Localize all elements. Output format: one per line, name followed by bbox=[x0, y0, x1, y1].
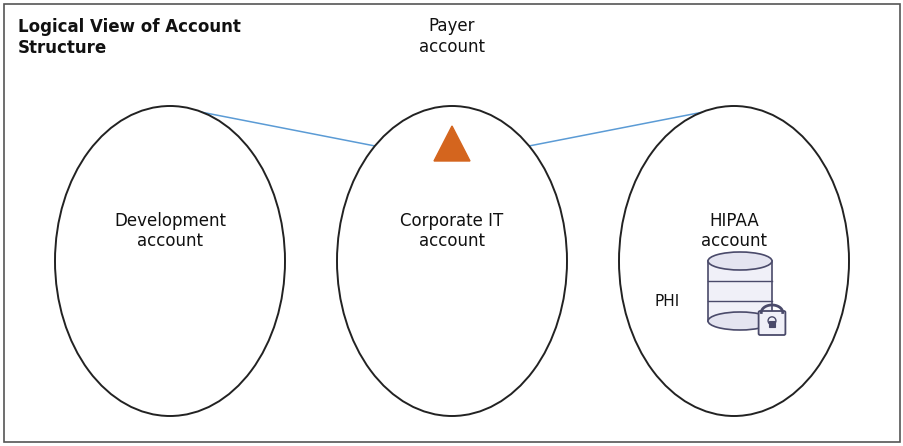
Text: HIPAA
account: HIPAA account bbox=[700, 211, 766, 250]
Text: Corporate IT
account: Corporate IT account bbox=[400, 211, 503, 250]
Ellipse shape bbox=[707, 312, 771, 330]
Ellipse shape bbox=[55, 106, 284, 416]
Ellipse shape bbox=[707, 252, 771, 270]
FancyBboxPatch shape bbox=[758, 311, 785, 335]
Polygon shape bbox=[707, 261, 771, 321]
Ellipse shape bbox=[337, 106, 566, 416]
Text: Payer
account: Payer account bbox=[418, 17, 485, 56]
Text: PHI: PHI bbox=[654, 293, 679, 309]
Ellipse shape bbox=[619, 106, 848, 416]
Ellipse shape bbox=[768, 317, 775, 325]
Polygon shape bbox=[433, 126, 470, 161]
Polygon shape bbox=[768, 321, 774, 327]
Text: Development
account: Development account bbox=[114, 211, 226, 250]
Text: Logical View of Account
Structure: Logical View of Account Structure bbox=[18, 18, 240, 57]
